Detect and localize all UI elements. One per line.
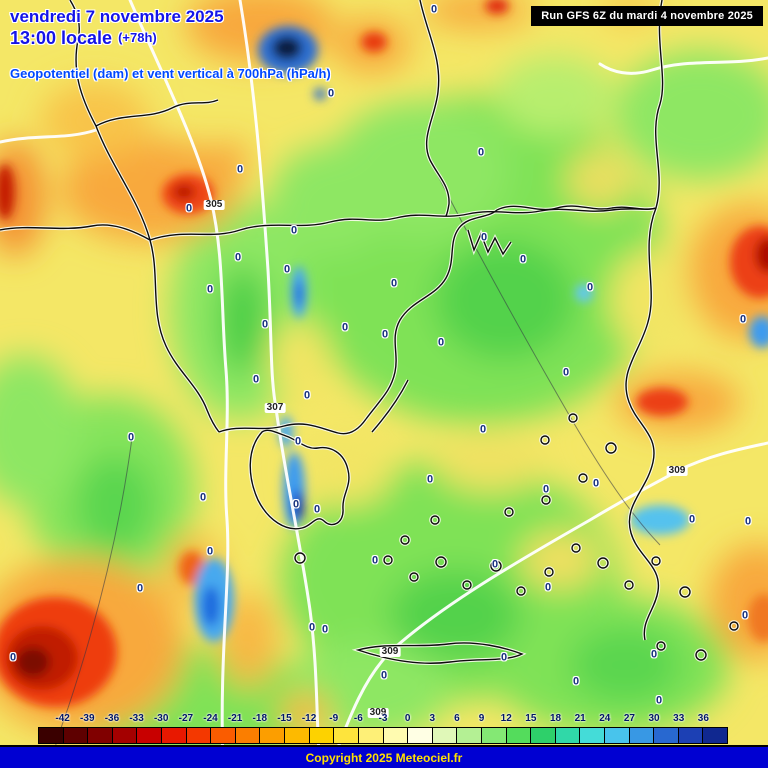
map-subtitle: Geopotentiel (dam) et vent vertical à 70…	[10, 65, 331, 81]
scale-tick-label: -18	[252, 713, 268, 724]
scale-cell	[309, 728, 335, 743]
scale-cell	[678, 728, 704, 743]
scale-tick-label: -36	[104, 713, 120, 724]
scale-cell	[358, 728, 384, 743]
copyright-text: Copyright 2025 Meteociel.fr	[305, 750, 463, 765]
scale-tick-label: 15	[525, 713, 537, 724]
run-info-box: Run GFS 6Z du mardi 4 novembre 2025	[531, 6, 763, 26]
scale-tick-label: -30	[153, 713, 169, 724]
scale-cell	[211, 728, 236, 743]
scale-cell	[235, 728, 261, 743]
scale-tick-label: 6	[454, 713, 460, 724]
scale-cell	[408, 728, 433, 743]
scale-cell	[481, 728, 507, 743]
scale-tick-label: 36	[697, 713, 709, 724]
scale-cell	[39, 728, 64, 743]
scale-cell	[432, 728, 458, 743]
scale-cell	[63, 728, 89, 743]
scale-cell	[162, 728, 187, 743]
scale-tick-label: -27	[178, 713, 194, 724]
color-scale-legend: -42 -39 -36 -33 -30 -27 -24 -21 -18 -15 -12 -9 -6 -3 0…	[38, 714, 728, 745]
scale-tick-label: -33	[129, 713, 144, 724]
scale-tick-label: 9	[478, 713, 485, 724]
scale-tick-label: 24	[599, 713, 611, 724]
scale-tick-label: 12	[500, 713, 512, 724]
scale-tick-label: -12	[301, 713, 317, 724]
scale-tick-label: -3	[378, 713, 388, 724]
map-time-title: 13:00 locale	[10, 28, 113, 49]
scale-cell	[506, 728, 532, 743]
scale-tick-label: -42	[55, 713, 70, 724]
scale-cell	[383, 728, 409, 743]
forecast-offset-label: (+78h)	[118, 30, 157, 46]
scale-cell	[703, 728, 728, 743]
map-time-line: 13:00 locale (+78h)	[10, 27, 331, 50]
scale-tick-label: 0	[404, 713, 411, 724]
scale-tick-label: -15	[277, 713, 292, 724]
color-scale-bar	[38, 727, 728, 744]
scale-cell	[334, 728, 359, 743]
scale-cell	[605, 728, 630, 743]
title-block: vendredi 7 novembre 2025 13:00 locale (+7…	[10, 6, 331, 81]
color-scale-ticks: -42 -39 -36 -33 -30 -27 -24 -21 -18 -15 -12 -9 -6 -3 0…	[38, 714, 728, 726]
scale-tick-label: 27	[623, 713, 635, 724]
scale-cell	[580, 728, 606, 743]
map-date-title: vendredi 7 novembre 2025	[10, 7, 224, 26]
scale-tick-label: 21	[574, 713, 586, 724]
scale-cell	[186, 728, 212, 743]
scale-cell	[112, 728, 138, 743]
scale-tick-label: -6	[353, 713, 363, 724]
scale-cell	[629, 728, 655, 743]
scale-tick-label: 33	[673, 713, 685, 724]
scale-cell	[88, 728, 113, 743]
scale-tick-label: -9	[329, 713, 339, 724]
scale-tick-label: 30	[648, 713, 660, 724]
scale-tick-label: 18	[549, 713, 562, 724]
scale-cell	[555, 728, 581, 743]
scale-cell	[260, 728, 286, 743]
scale-tick-label: -24	[203, 713, 218, 724]
scale-tick-label: -21	[227, 713, 243, 724]
scale-tick-label: -39	[80, 713, 95, 724]
scale-cell	[654, 728, 679, 743]
scale-cell	[531, 728, 556, 743]
scale-cell	[457, 728, 482, 743]
scale-cell	[137, 728, 163, 743]
scale-tick-label: 3	[429, 713, 436, 724]
scale-cell	[285, 728, 310, 743]
copyright-bar: Copyright 2025 Meteociel.fr	[0, 745, 768, 768]
